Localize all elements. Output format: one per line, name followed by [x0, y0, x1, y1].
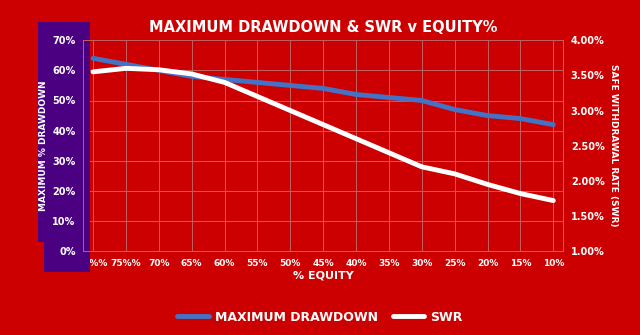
X-axis label: % EQUITY: % EQUITY — [293, 271, 353, 281]
Y-axis label: MAXIMUM % DRAWDOWN: MAXIMUM % DRAWDOWN — [39, 80, 48, 211]
Legend: MAXIMUM DRAWDOWN, SWR: MAXIMUM DRAWDOWN, SWR — [172, 306, 468, 329]
Title: MAXIMUM DRAWDOWN & SWR v EQUITY%: MAXIMUM DRAWDOWN & SWR v EQUITY% — [149, 20, 497, 35]
Y-axis label: SAFE WITHDRAWAL RATE (SWR): SAFE WITHDRAWAL RATE (SWR) — [609, 64, 618, 227]
